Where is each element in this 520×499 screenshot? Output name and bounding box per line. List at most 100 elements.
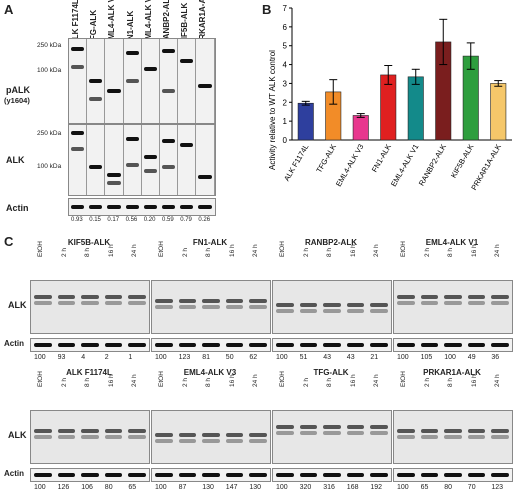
blot-band [198,175,212,179]
timepoint-label: EtOH [158,241,165,257]
blot-band [107,89,121,93]
actin-band [467,343,486,347]
timepoint-label: EtOH [400,241,407,257]
timepoint-label: 2 h [302,247,310,257]
blot-band [276,303,294,307]
blot-band [370,303,388,307]
alk-timecourse-blot [393,410,513,464]
blot-band [128,429,146,433]
blot-band [81,301,99,305]
blot-band [155,299,173,303]
actin-band [276,343,294,347]
blot-band [143,67,157,71]
actin-band [249,473,267,477]
timecourse-value: 126 [57,484,70,491]
actin-band [178,343,197,347]
blot-band [71,47,85,51]
actin-band [370,473,388,477]
actin-band [71,205,85,209]
panel-c-letter: C [4,234,14,249]
blot-band [180,59,194,63]
blot-band [178,305,197,309]
actin-band [323,343,341,347]
timecourse-value: 130 [202,484,214,491]
timepoint-label: EtOH [279,241,286,257]
blot-band [323,431,341,435]
timepoint-label: 2 h [302,377,310,387]
blot-band [128,301,146,305]
actin-band [143,205,157,209]
actin-band [155,473,173,477]
blot-band [444,295,462,299]
alk-timecourse-blot [393,280,513,334]
timepoint-label: 2 h [60,247,68,257]
timepoint-label: 2 h [60,377,68,387]
timepoint-label: 8 h [205,377,213,387]
x-tick-label: ALK F1174L [282,143,310,183]
actin-band [81,343,99,347]
actin-band [323,473,341,477]
timecourse-value: 21 [370,354,379,361]
blot-band [420,295,439,299]
blot-band [125,51,139,55]
actin-band [346,473,365,477]
timecourse-value: 51 [299,354,308,361]
mw-100-palk: 100 kDa [37,67,62,74]
blot-band [397,295,415,299]
timecourse-value: 130 [249,484,262,491]
timecourse-value: 100 [34,484,46,491]
alk-timecourse-blot [151,280,271,334]
blot-band [104,429,123,433]
timepoint-label: EtOH [279,371,286,387]
blot-title: KIF5B-ALK [67,238,111,247]
blot-band [81,435,99,439]
timecourse-value: 50 [225,354,234,361]
panel-b-letter: B [262,2,272,17]
actin-band [34,343,52,347]
timepoint-label: 8 h [205,247,213,257]
timecourse-value: 65 [128,484,137,491]
actin-band [104,343,123,347]
blot-band [71,131,85,135]
blot-title: ALK F1174L [66,368,112,377]
alk-row-label: ALK [8,300,27,310]
timecourse-value: 2 [104,354,109,361]
x-tick-label: FN1-ALK [370,143,393,174]
timecourse-value: 80 [104,484,113,491]
actin-timecourse-blot [30,338,150,352]
actin-row-label: Actin [4,339,24,348]
bar [490,83,507,141]
blot-band [155,305,173,309]
blot-band [125,137,139,141]
blot-band [276,431,294,435]
blot-title: TFG-ALK [313,368,349,377]
blot-band [299,425,318,429]
timepoint-label: 8 h [447,377,455,387]
blot-band [178,433,197,437]
blot-band [162,139,176,143]
actin-band [128,343,146,347]
actin-band [397,343,415,347]
timepoint-label: 24 h [131,244,139,257]
blot-band [155,439,173,443]
y-tick-label: 1 [283,117,288,126]
timepoint-label: 2 h [181,377,189,387]
timepoint-label: 16 h [470,374,478,387]
panel-a-ratio-value: 0.59 [162,217,174,223]
alk-timecourse-blot [30,280,150,334]
actin-band [34,473,52,477]
timecourse-value: 100 [155,354,167,361]
blot-band [467,435,486,439]
blot-band [467,429,486,433]
actin-band [444,473,462,477]
blot-band [81,295,99,299]
blot-band [71,147,85,151]
blot-lane [160,39,179,123]
blot-band [397,429,415,433]
blot-band [225,439,244,443]
blot-title: FN1-ALK [192,238,228,247]
blot-band [249,299,267,303]
actin-band [125,205,139,209]
blot-band [202,433,220,437]
blot-lane [142,125,160,195]
